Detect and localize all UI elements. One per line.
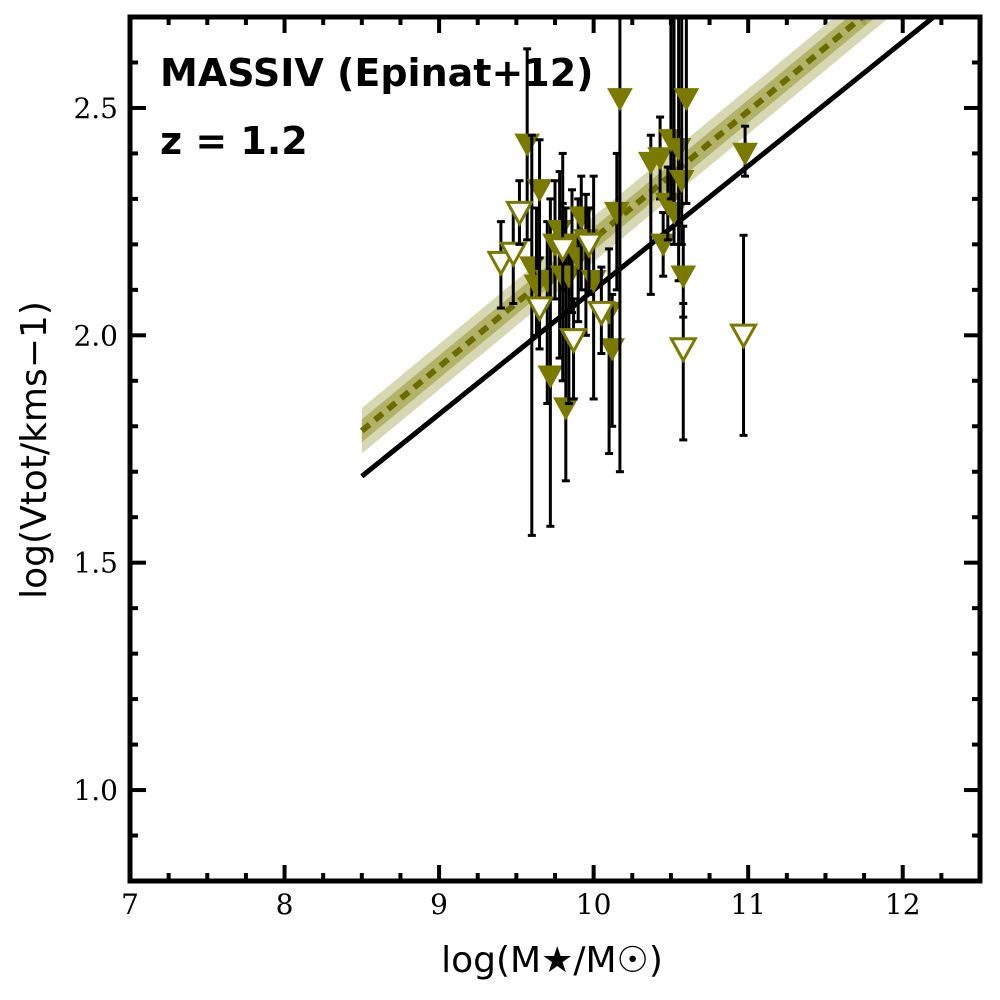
y-tick-label: 2.0 <box>73 319 118 352</box>
reference-line <box>360 17 936 479</box>
data-point-open <box>524 296 555 323</box>
data-point-filled <box>673 88 700 112</box>
data-point-open <box>558 328 589 355</box>
data-point-open <box>586 300 616 328</box>
data-point-filled <box>603 201 630 225</box>
data-point-open <box>498 241 528 268</box>
annotation-redshift: z = 1.2 <box>160 119 308 163</box>
data-point-open <box>668 337 698 364</box>
annotation-survey: MASSIV (Epinat+12) <box>160 51 594 95</box>
x-tick-label: 9 <box>430 888 448 921</box>
x-axis-title: log(M★/M☉) <box>441 940 663 981</box>
x-tick-label: 10 <box>576 888 612 921</box>
data-point-filled <box>537 365 564 389</box>
data-point-filled <box>665 138 692 162</box>
data-point-filled <box>732 142 758 166</box>
y-tick-label: 2.5 <box>73 92 118 125</box>
data-point-filled <box>514 133 541 157</box>
y-tick-label: 1.5 <box>73 547 118 580</box>
tick-labels: 7 8 9 10 11 12 1.0 1.5 2.0 2.5 <box>73 92 920 921</box>
data-point-filled <box>526 179 553 203</box>
data-point-filled <box>647 147 673 171</box>
x-tick-label: 12 <box>885 888 921 921</box>
plot-content <box>359 17 936 537</box>
x-tick-label: 8 <box>276 888 294 921</box>
data-point-filled <box>607 88 633 112</box>
data-point-filled <box>670 265 697 289</box>
x-tick-label: 11 <box>730 888 766 921</box>
data-point-open <box>574 232 604 259</box>
fit-band-outer <box>361 17 890 454</box>
fit-line <box>359 17 867 434</box>
plot-frame <box>127 14 983 884</box>
y-axis-title: log(Vtot/kms−1) <box>14 301 55 599</box>
data-point-open <box>548 237 578 264</box>
data-point-open <box>728 323 759 350</box>
data-point-filled <box>599 338 626 362</box>
data-point-filled <box>534 270 561 294</box>
y-tick-label: 1.0 <box>73 774 118 807</box>
data-point-open <box>504 200 535 228</box>
data-point-filled <box>552 397 579 421</box>
data-point-open <box>486 250 516 278</box>
x-tick-label: 7 <box>121 888 139 921</box>
data-point-filled <box>565 247 592 271</box>
